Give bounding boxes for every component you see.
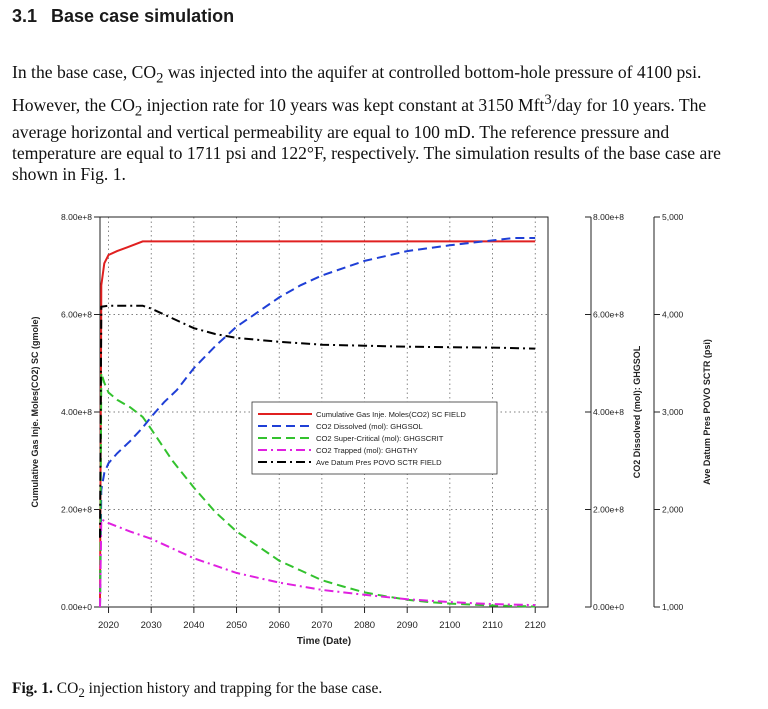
series-line-4 [99, 517, 536, 608]
para-text-2: was injected into the aquifer at control… [12, 62, 702, 115]
left-axis-label: Cumulative Gas Inje. Moles(CO2) SC (gmol… [30, 316, 40, 507]
right-1-tick-label: 4.00e+8 [593, 407, 624, 417]
legend-label: Cumulative Gas Inje. Moles(CO2) SC FIELD [316, 410, 466, 419]
caption-sub: 2 [78, 685, 85, 701]
para-sub-2: 2 [134, 102, 143, 119]
left-tick-label: 4.00e+8 [61, 407, 92, 417]
para-text-1: In the base case, CO [12, 62, 157, 82]
caption-label: Fig. 1. [12, 680, 53, 697]
right-axis-2-label: Ave Datum Pres POVO SCTR (psi) [702, 339, 712, 485]
figure-caption: Fig. 1. CO2 injection history and trappi… [12, 680, 382, 701]
section-number: 3.1 [12, 6, 38, 26]
section-title: Base case simulation [51, 6, 235, 26]
x-tick-label: 2100 [439, 620, 460, 631]
right-2-tick-label: 5,000 [662, 212, 684, 222]
x-tick-label: 2040 [183, 620, 204, 631]
right-1-tick-label: 0.00e+0 [593, 602, 624, 612]
legend-label: CO2 Trapped (mol): GHGTHY [316, 446, 418, 455]
left-tick-label: 6.00e+8 [61, 310, 92, 320]
x-tick-label: 2120 [525, 620, 546, 631]
right-1-tick-label: 8.00e+8 [593, 212, 624, 222]
left-tick-label: 2.00e+8 [61, 505, 92, 515]
series-line-2 [99, 237, 536, 608]
para-text-4: /day for 10 years. The average horizonta… [12, 94, 721, 184]
x-tick-label: 2020 [98, 620, 119, 631]
chart-axes: 2020 2030 2040 2050 2060 2070 2080 2090 2100 2110… [30, 212, 712, 647]
body-paragraph: In the base case, CO2 was injected into … [12, 62, 734, 185]
para-sup: 3 [544, 91, 552, 108]
right-2-tick-label: 2,000 [662, 505, 684, 515]
series-line-3 [99, 372, 536, 608]
caption-text-a: CO [52, 680, 79, 697]
x-tick-label: 2090 [397, 620, 418, 631]
x-tick-label: 2050 [226, 620, 247, 631]
caption-text-b: injection history and trapping for the b… [84, 680, 383, 697]
x-tick-label: 2030 [141, 620, 162, 631]
legend-label: CO2 Super-Critical (mol): GHGSCRIT [316, 434, 444, 443]
co2-injection-chart: 2020 2030 2040 2050 2060 2070 2080 2090 2100 2110… [0, 195, 768, 655]
series-line-1 [99, 240, 536, 608]
para-text-3: injection rate for 10 years was kept con… [142, 94, 545, 115]
chart-series [99, 237, 536, 608]
x-axis-label: Time (Date) [297, 636, 351, 647]
series-line-5 [99, 304, 536, 538]
right-2-tick-label: 3,000 [662, 407, 684, 417]
section-heading: 3.1 Base case simulation [12, 6, 234, 27]
x-tick-label: 2080 [354, 620, 375, 631]
x-tick-label: 2060 [269, 620, 290, 631]
right-2-tick-label: 4,000 [662, 310, 684, 320]
x-tick-label: 2110 [482, 620, 502, 631]
right-2-tick-label: 1,000 [662, 602, 684, 612]
legend-label: Ave Datum Pres POVO SCTR FIELD [316, 458, 442, 467]
para-sub-1: 2 [156, 70, 164, 87]
right-1-tick-label: 2.00e+8 [593, 505, 624, 515]
left-tick-label: 8.00e+8 [61, 212, 92, 222]
left-tick-label: 0.00e+0 [61, 602, 92, 612]
right-1-tick-label: 6.00e+8 [593, 310, 624, 320]
chart-legend: Cumulative Gas Inje. Moles(CO2) SC FIELD… [251, 401, 498, 475]
right-axis-1-label: CO2 Dissolved (mol): GHGSOL [632, 345, 642, 478]
legend-label: CO2 Dissolved (mol): GHGSOL [316, 422, 423, 431]
x-tick-label: 2070 [311, 620, 332, 631]
